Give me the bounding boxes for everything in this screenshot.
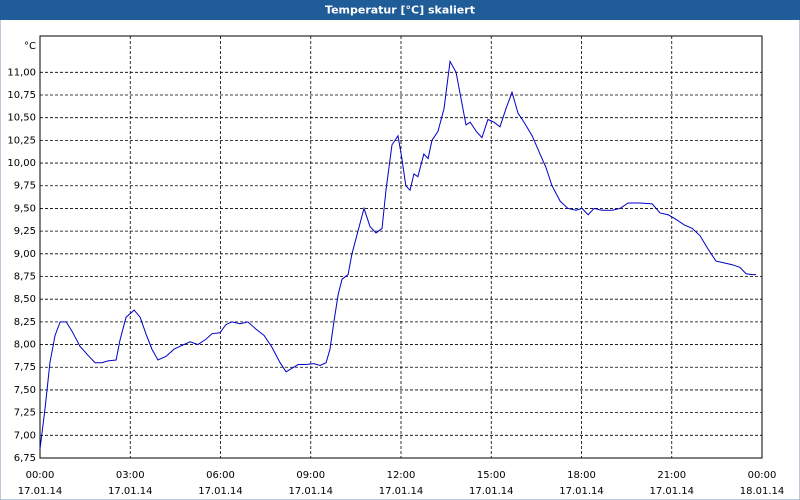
y-tick-label: 10,25 bbox=[7, 135, 36, 146]
y-tick-label: 8,75 bbox=[14, 271, 36, 282]
y-tick-label: 9,50 bbox=[14, 203, 36, 214]
x-tick-label: 15:00 bbox=[477, 470, 506, 481]
title-bar bbox=[0, 0, 800, 20]
y-tick-label: 8,50 bbox=[14, 294, 36, 305]
x-tick-date: 17.01.14 bbox=[288, 486, 333, 497]
x-tick-date: 17.01.14 bbox=[108, 486, 153, 497]
x-tick-label: 06:00 bbox=[206, 470, 235, 481]
y-tick-label: 9,00 bbox=[14, 249, 36, 260]
y-axis-label: °C bbox=[24, 41, 36, 52]
x-tick-date: 17.01.14 bbox=[18, 486, 63, 497]
x-tick-date: 18.01.14 bbox=[740, 486, 785, 497]
y-tick-label: 10,75 bbox=[7, 90, 36, 101]
x-tick-label: 00:00 bbox=[26, 470, 55, 481]
y-tick-label: 6,75 bbox=[14, 453, 36, 464]
x-tick-date: 17.01.14 bbox=[379, 486, 424, 497]
y-tick-label: 8,00 bbox=[14, 340, 36, 351]
x-tick-date: 17.01.14 bbox=[198, 486, 243, 497]
y-tick-label: 7,00 bbox=[14, 430, 36, 441]
x-tick-label: 09:00 bbox=[296, 470, 325, 481]
x-tick-label: 12:00 bbox=[387, 470, 416, 481]
y-tick-label: 10,50 bbox=[7, 113, 36, 124]
y-tick-label: 9,25 bbox=[14, 226, 36, 237]
y-tick-label: 8,25 bbox=[14, 317, 36, 328]
x-tick-label: 00:00 bbox=[748, 470, 777, 481]
x-tick-label: 18:00 bbox=[567, 470, 596, 481]
x-tick-date: 17.01.14 bbox=[469, 486, 514, 497]
line-series bbox=[39, 59, 756, 449]
y-tick-label: 11,00 bbox=[7, 67, 36, 78]
y-tick-label: 7,50 bbox=[14, 385, 36, 396]
x-tick-label: 03:00 bbox=[116, 470, 145, 481]
x-tick-date: 17.01.14 bbox=[559, 486, 604, 497]
y-tick-label: 7,25 bbox=[14, 408, 36, 419]
chart-title: Temperatur [°C] skaliert bbox=[325, 4, 475, 17]
y-tick-label: 10,00 bbox=[7, 158, 36, 169]
y-tick-label: 7,75 bbox=[14, 362, 36, 373]
x-tick-date: 17.01.14 bbox=[649, 486, 694, 497]
x-tick-label: 21:00 bbox=[657, 470, 686, 481]
y-tick-label: 9,75 bbox=[14, 181, 36, 192]
